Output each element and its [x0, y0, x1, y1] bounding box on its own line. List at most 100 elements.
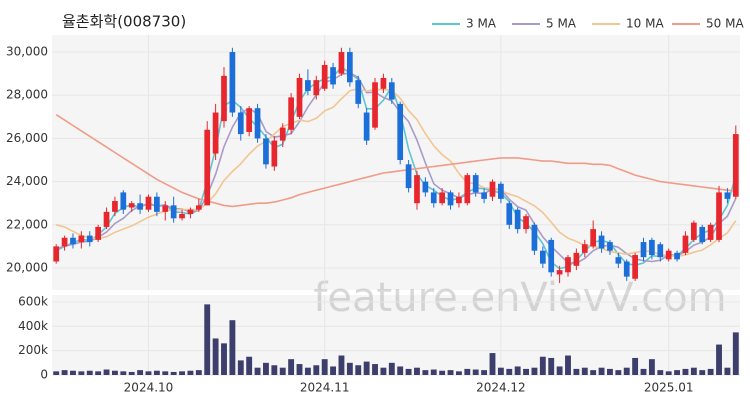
legend-label: 10 MA — [626, 17, 664, 31]
volume-bar — [481, 370, 488, 375]
volume-bar — [640, 368, 647, 375]
y-tick-label: 26,000 — [6, 131, 48, 145]
volume-bar — [699, 370, 706, 375]
volume-bar — [665, 371, 672, 375]
volume-bar — [648, 359, 655, 375]
candle-body — [137, 203, 143, 210]
volume-bar — [229, 320, 236, 375]
candle-body — [439, 192, 445, 204]
candle-body — [296, 77, 303, 117]
volume-bar — [497, 367, 504, 375]
volume-bar — [523, 368, 529, 375]
volume-bar — [531, 367, 538, 375]
volume-bar — [607, 368, 613, 375]
ma-line — [55, 66, 737, 270]
volume-bar — [674, 370, 681, 375]
volume-bar — [657, 370, 664, 375]
volume-bar — [506, 368, 513, 375]
x-tick-label: 2024.11 — [300, 381, 350, 395]
x-tick-label: 2025.01 — [644, 381, 694, 395]
candle-body — [61, 237, 68, 247]
volume-bar — [355, 365, 362, 375]
ma-line — [56, 71, 737, 265]
candle-body — [607, 242, 613, 251]
volume-bar — [304, 367, 311, 375]
volume-bar — [338, 355, 345, 375]
candle-body — [103, 211, 110, 227]
candle-body — [573, 252, 580, 266]
volume-bar — [716, 344, 722, 375]
candle-body — [472, 175, 479, 193]
volume-bar — [590, 370, 597, 375]
volume-bar — [330, 366, 337, 375]
candle-body — [422, 181, 429, 193]
volume-bar — [556, 366, 563, 375]
candle-body — [456, 196, 462, 204]
volume-bar — [565, 355, 571, 375]
volume-bar — [279, 367, 286, 375]
y-tick-label: 30,000 — [6, 45, 48, 59]
volume-bar — [86, 370, 93, 375]
candle-body — [539, 250, 546, 264]
candle-body — [128, 203, 135, 208]
volume-bar — [539, 356, 546, 375]
candle-body — [195, 205, 202, 210]
candle-body — [154, 196, 160, 212]
volume-bar — [422, 370, 429, 375]
volume-bar — [707, 368, 714, 375]
candle-body — [548, 239, 555, 273]
candle-body — [145, 196, 152, 210]
volume-bar — [246, 356, 253, 375]
candle-body — [246, 108, 253, 132]
candle-body — [405, 164, 412, 189]
volume-bar — [70, 370, 76, 375]
candle-body — [699, 226, 706, 243]
candle-body — [531, 224, 538, 251]
volume-bar — [221, 343, 227, 375]
candle-body — [691, 222, 697, 240]
volume-bar — [414, 367, 420, 375]
candle-body — [380, 77, 387, 89]
volume-bar — [346, 362, 353, 375]
candle-body — [86, 235, 93, 243]
y-tick-label: 20,000 — [6, 260, 48, 274]
volume-bar — [439, 370, 446, 375]
volume-bar — [615, 370, 622, 375]
candle-body — [170, 205, 177, 219]
y-tick-label: 28,000 — [6, 88, 48, 102]
candle-body — [112, 201, 118, 212]
candle-body — [305, 80, 311, 91]
volume-bar — [464, 368, 471, 375]
volume-panel — [52, 295, 740, 375]
volume-bar — [187, 370, 194, 375]
price-panel — [52, 35, 740, 290]
candle-body — [263, 138, 269, 165]
candle-body — [355, 80, 362, 104]
ma-line — [55, 114, 736, 208]
candle-body — [481, 192, 487, 199]
volume-bar — [137, 370, 144, 375]
volume-bar — [111, 370, 118, 375]
candle-body — [254, 108, 261, 139]
candle-body — [716, 192, 722, 240]
volume-bar — [397, 366, 404, 375]
legend-label: 3 MA — [466, 17, 497, 31]
volume-bar — [195, 370, 202, 375]
y-tick-label: 24,000 — [6, 174, 48, 188]
candle-body — [498, 183, 504, 199]
candle-body — [53, 246, 60, 262]
volume-bar — [271, 365, 278, 375]
volume-bar — [296, 364, 303, 375]
legend-label: 5 MA — [546, 17, 577, 31]
candle-body — [489, 181, 496, 197]
volume-bar — [598, 367, 605, 375]
volume-bar — [78, 371, 85, 375]
volume-bar — [145, 371, 152, 375]
candle-body — [388, 82, 395, 100]
volume-bar — [573, 368, 580, 375]
volume-bar — [288, 359, 295, 375]
volume-tick-label: 400k — [18, 319, 48, 333]
volume-bar — [405, 368, 412, 375]
candle-body — [330, 67, 336, 85]
volume-bar — [263, 362, 269, 375]
